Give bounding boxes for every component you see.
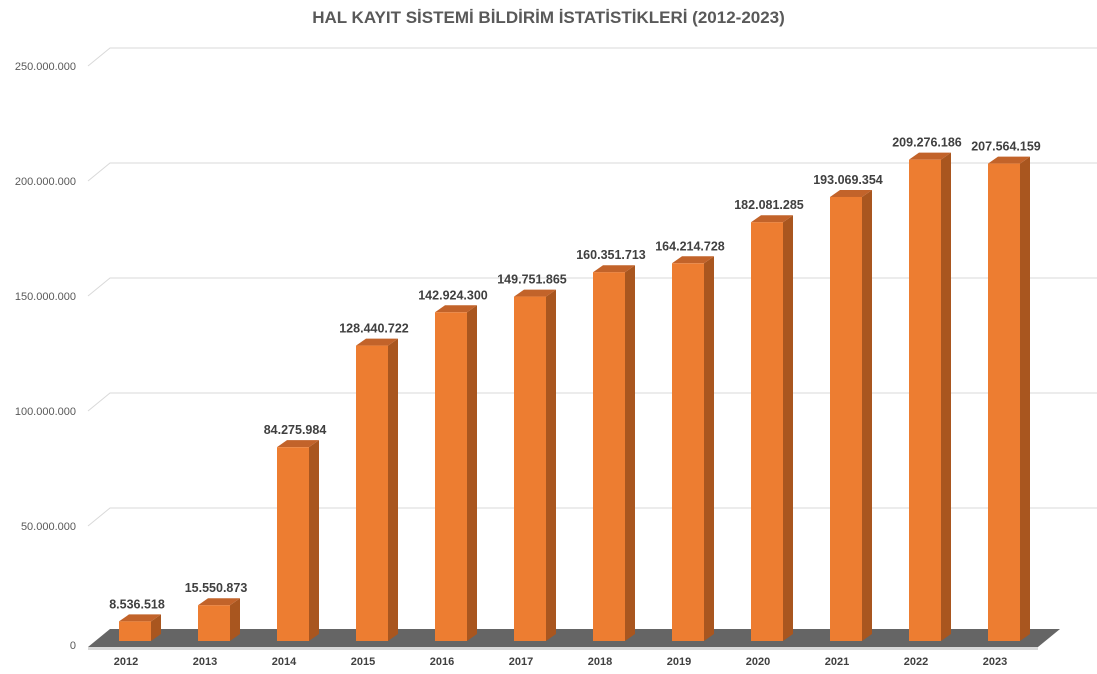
y-axis-ticks: 0 50.000.000 100.000.000 150.000.000 200.000… bbox=[15, 61, 76, 652]
data-label: 182.081.285 bbox=[734, 198, 804, 212]
bar-top bbox=[514, 289, 556, 297]
bar-top bbox=[909, 152, 951, 160]
data-label: 193.069.354 bbox=[813, 173, 883, 187]
bar-side bbox=[783, 215, 793, 641]
bar-top bbox=[751, 215, 793, 223]
bar-front bbox=[751, 222, 783, 641]
bar-top bbox=[356, 338, 398, 346]
x-tick-label: 2018 bbox=[588, 656, 612, 668]
bar-top bbox=[198, 598, 240, 606]
bar-top bbox=[435, 305, 477, 313]
x-tick-label: 2012 bbox=[114, 656, 138, 668]
bar bbox=[830, 189, 872, 641]
bar bbox=[593, 265, 635, 641]
data-label: 8.536.518 bbox=[109, 597, 165, 611]
bar-front bbox=[988, 163, 1020, 642]
bar-side bbox=[309, 440, 319, 641]
bar-front bbox=[672, 263, 704, 641]
bar bbox=[514, 289, 556, 641]
bar-front bbox=[119, 621, 151, 641]
bar-front bbox=[198, 605, 230, 641]
data-label: 84.275.984 bbox=[264, 423, 327, 437]
bar bbox=[119, 614, 161, 641]
bar-side bbox=[704, 256, 714, 641]
bar bbox=[672, 256, 714, 641]
bar bbox=[198, 598, 240, 641]
x-tick-label: 2021 bbox=[825, 656, 849, 668]
data-label: 142.924.300 bbox=[418, 288, 488, 302]
bar bbox=[435, 305, 477, 641]
data-labels: 8.536.518 15.550.873 84.275.984 128.440.722… bbox=[109, 136, 1041, 612]
chart-floor bbox=[88, 629, 1060, 650]
x-tick-label: 2020 bbox=[746, 656, 770, 668]
bar-side bbox=[151, 614, 161, 641]
bar-side bbox=[862, 189, 872, 641]
y-tick-label: 50.000.000 bbox=[21, 521, 76, 533]
y-tick-label: 150.000.000 bbox=[15, 291, 76, 303]
bar-front bbox=[514, 296, 546, 641]
bar-front bbox=[830, 196, 862, 641]
data-label: 128.440.722 bbox=[339, 322, 409, 336]
y-tick-label: 0 bbox=[70, 640, 76, 652]
bar-side bbox=[941, 152, 951, 641]
bar-side bbox=[625, 265, 635, 641]
bar-top bbox=[277, 440, 319, 448]
bar-side bbox=[467, 305, 477, 641]
bar-front bbox=[277, 447, 309, 641]
x-tick-label: 2017 bbox=[509, 656, 533, 668]
bar-front bbox=[435, 312, 467, 641]
bar bbox=[356, 338, 398, 641]
bar-top bbox=[593, 265, 635, 273]
bar-top bbox=[830, 189, 872, 197]
bar-side bbox=[546, 289, 556, 641]
bar bbox=[751, 215, 793, 641]
x-tick-label: 2013 bbox=[193, 656, 217, 668]
bar-side bbox=[230, 598, 240, 641]
bar-top bbox=[988, 156, 1030, 164]
data-label: 149.751.865 bbox=[497, 273, 567, 287]
bar-top bbox=[119, 614, 161, 622]
data-label: 164.214.728 bbox=[655, 239, 725, 253]
data-label: 15.550.873 bbox=[185, 581, 248, 595]
x-tick-label: 2014 bbox=[272, 656, 297, 668]
gridline bbox=[87, 47, 1097, 67]
bar bbox=[988, 156, 1030, 642]
floor bbox=[88, 629, 1060, 647]
bar-side bbox=[1020, 156, 1030, 642]
bar-top bbox=[672, 256, 714, 264]
bar bbox=[909, 152, 951, 641]
gridline bbox=[87, 162, 1097, 182]
y-tick-label: 250.000.000 bbox=[15, 61, 76, 73]
bars bbox=[119, 152, 1030, 642]
bar bbox=[277, 440, 319, 641]
x-tick-label: 2019 bbox=[667, 656, 691, 668]
data-label: 209.276.186 bbox=[892, 136, 962, 150]
data-label: 160.351.713 bbox=[576, 248, 646, 262]
bar-front bbox=[356, 345, 388, 641]
x-tick-label: 2015 bbox=[351, 656, 375, 668]
y-tick-label: 100.000.000 bbox=[15, 406, 76, 418]
floor-edge bbox=[88, 647, 1038, 650]
bar-front bbox=[909, 159, 941, 641]
y-tick-label: 200.000.000 bbox=[15, 176, 76, 188]
x-axis-ticks: 2012 2013 2014 2015 2016 2017 2018 2019 2020 2021… bbox=[114, 656, 1007, 668]
data-label: 207.564.159 bbox=[971, 140, 1041, 154]
bar-front bbox=[593, 272, 625, 641]
bar-side bbox=[388, 338, 398, 641]
chart-title: HAL KAYIT SİSTEMİ BİLDİRİM İSTATİSTİKLER… bbox=[312, 8, 785, 27]
x-tick-label: 2023 bbox=[983, 656, 1007, 668]
x-tick-label: 2016 bbox=[430, 656, 454, 668]
x-tick-label: 2022 bbox=[904, 656, 928, 668]
